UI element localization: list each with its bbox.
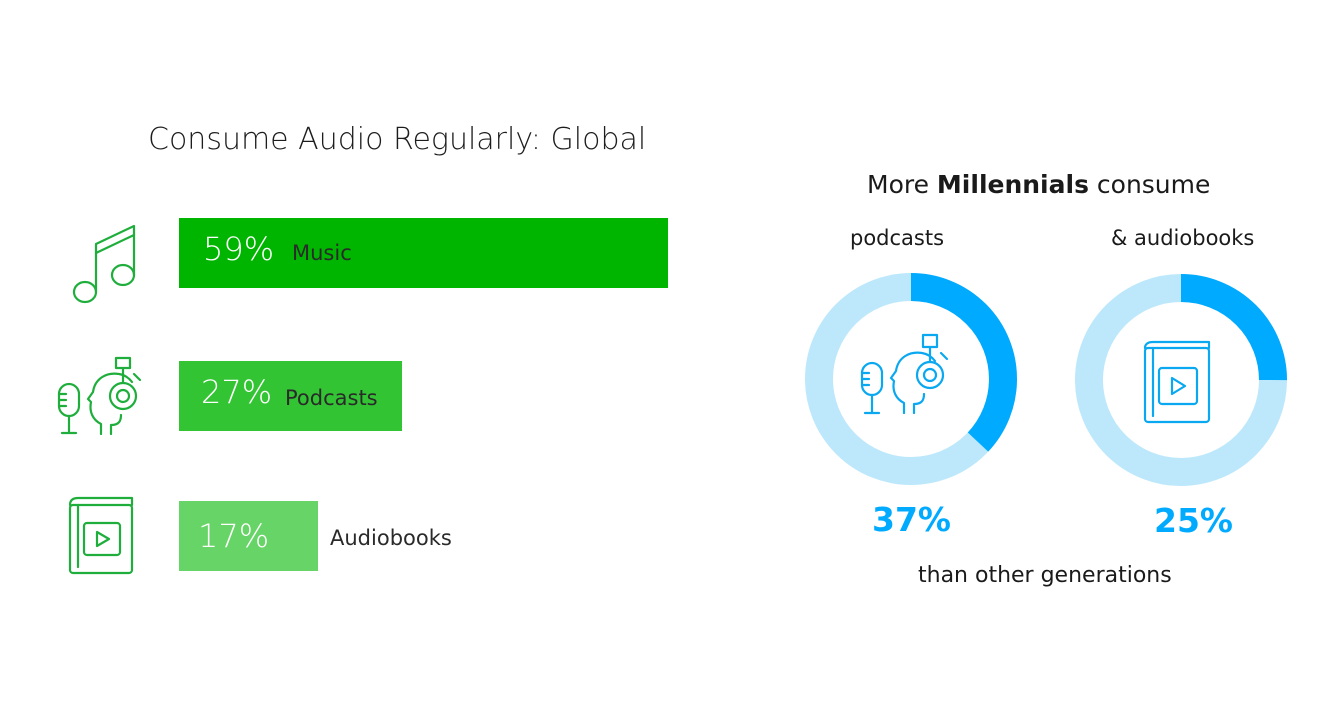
bar-audiobooks: 17% xyxy=(179,501,318,571)
headline-bold: Millennials xyxy=(936,170,1089,199)
millennials-headline: More Millennials consume xyxy=(867,170,1210,199)
audiobook-icon xyxy=(68,496,134,575)
donut-label-audiobooks: & audiobooks xyxy=(1111,226,1255,250)
audiobook-icon xyxy=(1143,340,1211,424)
bar-value-label: 59% xyxy=(203,230,275,268)
comparison-footnote: than other generations xyxy=(918,563,1172,588)
music-note-icon xyxy=(72,224,136,304)
donut-value-audiobooks: 25% xyxy=(1154,501,1233,540)
podcast-listener-icon xyxy=(860,333,949,415)
podcast-listener-icon xyxy=(57,356,142,436)
headline-prefix: More xyxy=(867,170,937,199)
bar-value-label: 27% xyxy=(201,373,273,411)
bar-category-label-outside: Audiobooks xyxy=(330,526,452,550)
donut-arc-podcasts xyxy=(805,273,1017,485)
donut-audiobooks xyxy=(1075,274,1287,486)
bar-music: 59% Music xyxy=(179,218,668,288)
donut-podcasts xyxy=(805,273,1017,485)
bar-value-label: 17% xyxy=(198,517,270,555)
donut-label-podcasts: podcasts xyxy=(850,226,945,250)
donut-arc-audiobooks xyxy=(1075,274,1287,486)
headline-suffix: consume xyxy=(1088,170,1211,199)
bar-category-label: Podcasts xyxy=(285,386,378,410)
bar-category-label: Music xyxy=(292,241,352,265)
bar-podcasts: 27% Podcasts xyxy=(179,361,402,431)
donut-value-podcasts: 37% xyxy=(872,500,951,539)
chart-title: Consume Audio Regularly: Global xyxy=(148,122,647,157)
